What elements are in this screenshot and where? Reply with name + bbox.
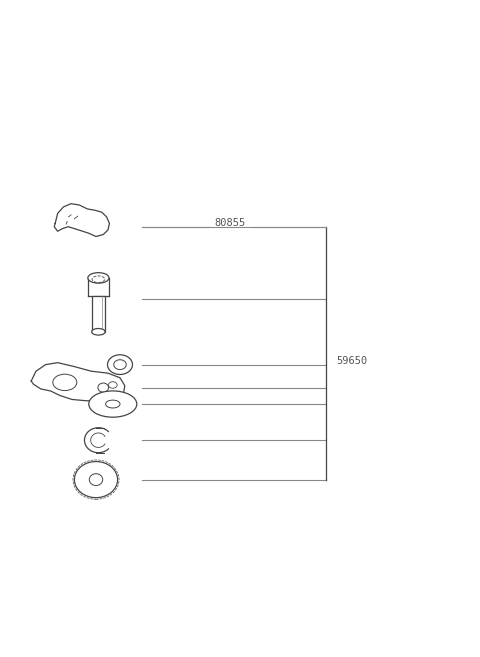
- Ellipse shape: [92, 328, 105, 335]
- Ellipse shape: [108, 382, 117, 388]
- Ellipse shape: [106, 400, 120, 408]
- Ellipse shape: [108, 355, 132, 374]
- Ellipse shape: [98, 383, 108, 392]
- Ellipse shape: [53, 374, 77, 390]
- Ellipse shape: [88, 273, 109, 283]
- Ellipse shape: [89, 474, 103, 486]
- Ellipse shape: [74, 461, 118, 498]
- Ellipse shape: [114, 360, 126, 369]
- Text: 80855: 80855: [215, 217, 246, 228]
- Ellipse shape: [89, 391, 137, 417]
- Text: 59650: 59650: [336, 356, 367, 367]
- Bar: [92, 296, 105, 332]
